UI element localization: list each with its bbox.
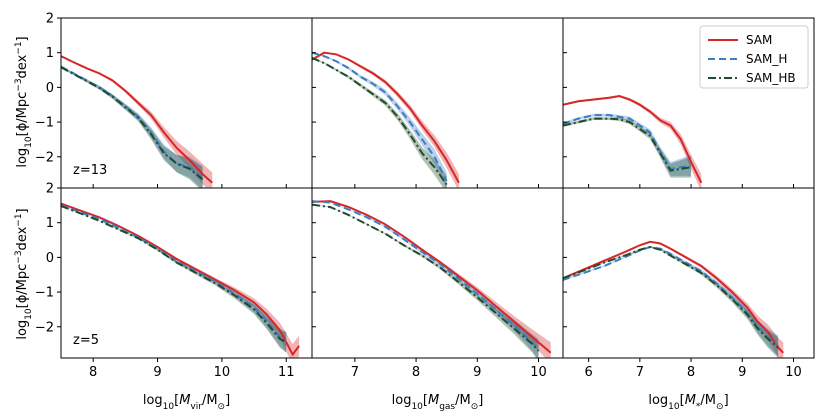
panel-gas-row1: 7 8 9 10 log10[Mgas/M⊙] [311,187,564,412]
series-line-sam [312,51,460,184]
y-tick-label: −1 [35,286,54,301]
x-tick-label: 9 [473,365,481,380]
x-axis-label-gas: log10[Mgas/M⊙] [392,393,484,412]
redshift-label: z=5 [73,333,99,348]
error-band-sam-h [312,52,447,188]
y-tick-label: 2 [46,12,54,27]
y-tick-label: 2 [46,182,54,197]
y-tick-label: −2 [35,150,54,165]
x-tick-label: 10 [530,365,547,380]
series-line-sam [563,240,784,354]
series-line-sam-h [312,200,540,350]
series-line-sam-hb [61,66,204,181]
y-tick-label: −2 [35,320,54,335]
legend: SAM SAM_H SAM_HB [699,25,809,89]
x-axis-label-star: log10[M*/M⊙] [648,393,728,412]
x-tick-label: 7 [636,365,644,380]
series-line-sam [61,55,213,184]
error-band-sam-hb [61,205,287,353]
y-tick-label: 1 [46,46,54,61]
y-axis-label-bottom: log10[ϕ/Mpc−3dex−1] [14,208,34,339]
error-band-sam [312,200,551,358]
series-line-sam [312,200,552,354]
x-tick-label: 8 [89,365,97,380]
x-tick-label: 7 [351,365,359,380]
x-tick-label: 8 [687,365,695,380]
y-tick-label: 0 [46,251,54,266]
error-band-sam-h [563,246,779,357]
legend-label-sam-hb: SAM_HB [746,71,796,85]
error-band-sam-h [61,65,203,188]
plot-area [312,51,460,188]
error-band-sam-h [61,205,287,353]
legend-label-sam: SAM [746,33,772,47]
x-tick-label: 10 [214,365,231,380]
panel-gas-row0 [311,17,564,189]
x-tick-label: 8 [412,365,420,380]
panel-frame [562,187,815,359]
plot-area [563,240,784,358]
x-tick-label: 11 [278,365,295,380]
y-tick-label: 0 [46,81,54,96]
x-tick-label: 10 [785,365,802,380]
y-tick-label: −1 [35,116,54,131]
series-line-sam-h [312,51,448,182]
series-line-sam-h [61,204,287,344]
panel-star-row1: 6 7 8 9 10 log10[M*/M⊙] [562,187,815,412]
series-line-sam-hb [312,56,448,186]
error-band-sam-h [312,200,539,358]
series-line-sam [563,95,703,184]
plot-area [61,55,213,188]
error-band-sam-hb [61,66,203,188]
x-tick-label: 9 [738,365,746,380]
series-line-sam-hb [312,203,540,352]
series-line-sam-hb [563,117,692,172]
series-line-sam-hb [61,205,287,344]
panel-vir-row0: 2 1 0 −1 −2 z=13 [35,12,313,189]
x-axis-label-vir: log10[Mvir/M⊙] [143,393,230,412]
plot-area [563,95,703,188]
legend-box [699,25,809,89]
series-line-sam-hb [563,245,779,349]
error-band-sam-hb [312,204,539,358]
legend-label-sam-h: SAM_H [746,52,787,66]
redshift-label: z=13 [73,163,107,178]
plot-area [61,202,300,358]
x-tick-label: 6 [584,365,592,380]
x-tick-label: 9 [153,365,161,380]
series-line-sam [61,202,300,357]
y-tick-label: 1 [46,216,54,231]
y-axis-label-top: log10[ϕ/Mpc−3dex−1] [14,36,34,167]
plot-area [312,200,552,358]
error-band-sam [563,241,784,358]
series-line-sam-h [563,114,692,171]
series-line-sam-h [563,245,779,347]
